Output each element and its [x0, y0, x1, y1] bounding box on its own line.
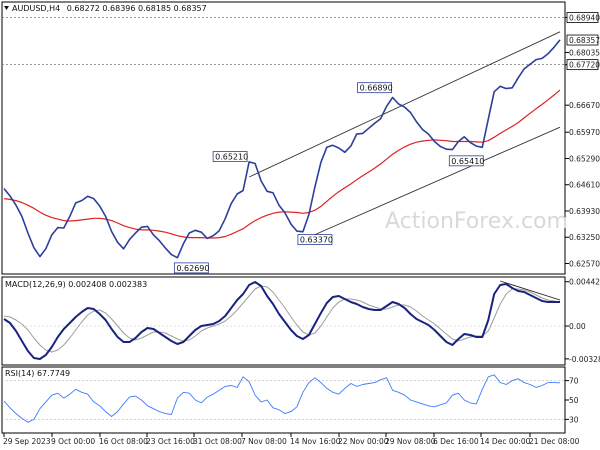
price-tick-label: 0.62570: [569, 260, 600, 269]
swing-label-box: [173, 262, 209, 274]
swing-label-box: [212, 151, 248, 162]
x-tick-label: 22 Nov 00:00: [338, 437, 389, 446]
macd-y-axis: 0.004427 0.00 -0.003288: [565, 278, 600, 364]
rsi-tick-label: 50: [569, 396, 579, 405]
price-level-lines: [2, 17, 565, 65]
moving-average: [3, 89, 561, 239]
swing-label: 0.65210: [215, 153, 248, 162]
x-tick-label: 14 Nov 16:00: [290, 437, 341, 446]
price-tick-label-box: [566, 12, 599, 23]
price-y-axis: 0.68940 0.68035 0.67720 0.66670 0.65970 0.652…: [565, 12, 600, 269]
x-tick-label: 31 Oct 08:00: [193, 437, 242, 446]
rsi-line: [3, 374, 561, 423]
current-price-label: 0.68357: [569, 36, 600, 45]
price-tick-label: 0.68940: [569, 14, 600, 23]
symbol-label: AUDUSD,H4: [12, 4, 60, 13]
x-tick-label: 23 Oct 16:00: [146, 437, 195, 446]
swing-label-box: [448, 155, 484, 167]
chart-header: AUDUSD,H4 0.68272 0.68396 0.68185 0.6835…: [12, 4, 207, 13]
price-series: [3, 39, 561, 259]
price-tick-label-box: [566, 59, 599, 71]
macd-tick-label: 0.00: [569, 322, 586, 331]
x-tick-label: 21 Dec 08:00: [529, 437, 580, 446]
macd-series-layer: [2, 280, 565, 360]
swing-label-box: [357, 82, 393, 94]
macd-line: [3, 281, 560, 360]
x-tick-label: 16 Oct 08:00: [99, 437, 148, 446]
swing-label: 0.65410: [451, 157, 484, 166]
price-panel: [1, 1, 566, 275]
symbol-dropdown-icon: [4, 6, 9, 10]
date-x-axis: 29 Sep 2023 9 Oct 00:00 16 Oct 08:0023 Oct…: [3, 433, 580, 446]
price-tick-label: 0.63930: [569, 207, 600, 216]
price-tick-label: 0.63250: [569, 233, 600, 242]
x-tick-label: 7 Nov 08:00: [241, 437, 287, 446]
macd-tick-label: -0.003288: [569, 355, 600, 364]
price-line: [3, 39, 561, 259]
macd-panel: [1, 276, 566, 366]
x-tick-label: 29 Sep 2023: [3, 437, 51, 446]
swing-label: 0.63370: [300, 236, 333, 245]
channel-upper-line: [248, 31, 561, 178]
price-tick-label: 0.68035: [569, 48, 600, 57]
price-tick-label: 0.65970: [569, 128, 600, 137]
macd-title: MACD(12,26,9) 0.002408 0.002383: [5, 280, 147, 289]
price-tick-label: 0.66670: [569, 101, 600, 110]
x-tick-label: 29 Nov 08:00: [385, 437, 436, 446]
rsi-series-layer: [2, 374, 565, 423]
price-tick-label: 0.65290: [569, 154, 600, 163]
ohlc-values: 0.68272 0.68396 0.68185 0.68357: [67, 4, 207, 13]
rsi-tick-label: 30: [569, 415, 579, 424]
divergence-line: [500, 280, 561, 301]
x-tick-label: 9 Oct 00:00: [51, 437, 95, 446]
swing-label-box: [297, 234, 333, 246]
macd-tick-label: 0.004427: [569, 278, 600, 287]
rsi-tick-label: 70: [569, 377, 579, 386]
swing-label: 0.66890: [360, 84, 393, 93]
swing-label: 0.62690: [176, 264, 209, 273]
current-price-box: [566, 34, 599, 46]
price-tick-label: 0.67720: [569, 61, 600, 70]
watermark: ActionForex.com: [385, 209, 568, 234]
rsi-y-axis: 70 50 30: [565, 377, 579, 424]
price-annotations: 0.62690 0.65210 0.63370 0.66890 0.65410: [173, 82, 484, 274]
price-tick-label: 0.64610: [569, 181, 600, 190]
channel-lower-line: [308, 126, 561, 238]
rsi-title: RSI(14) 67.7749: [5, 369, 70, 378]
x-tick-label: 14 Dec 00:00: [480, 437, 531, 446]
ma-line: [3, 89, 561, 239]
price-channel: [248, 31, 561, 238]
x-tick-label: 6 Dec 16:00: [433, 437, 479, 446]
